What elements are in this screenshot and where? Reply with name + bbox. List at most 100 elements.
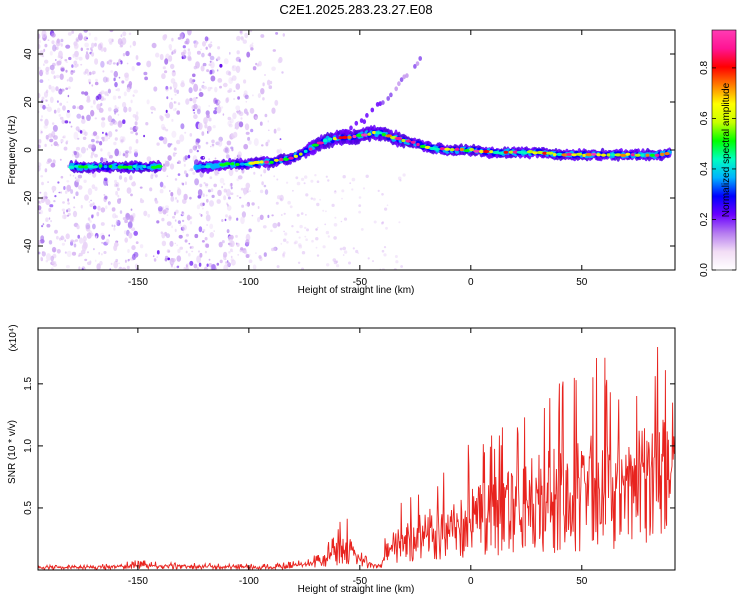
- noise-speck: [73, 131, 79, 140]
- ridge-peak: [508, 150, 513, 154]
- noise-speck: [276, 149, 280, 154]
- noise-speck: [134, 121, 138, 126]
- noise-speck: [210, 75, 216, 82]
- noise-speck: [113, 224, 116, 228]
- noise-speck: [229, 240, 235, 248]
- noise-speck: [243, 250, 247, 254]
- noise-speck: [298, 243, 302, 247]
- noise-speck: [185, 250, 188, 254]
- noise-speck: [45, 89, 49, 94]
- noise-speck: [167, 143, 171, 148]
- noise-speck: [205, 214, 211, 222]
- ridge-peak: [194, 164, 202, 168]
- noise-speck: [286, 181, 289, 184]
- y-tick-label: 1.0: [23, 439, 34, 453]
- noise-speck: [39, 50, 44, 57]
- noise-speck: [365, 174, 369, 178]
- noise-speck: [127, 258, 130, 262]
- noise-speck: [204, 123, 208, 129]
- noise-speck: [267, 139, 270, 143]
- noise-speck: [94, 58, 99, 65]
- ridge-peak: [405, 139, 411, 143]
- noise-speck: [239, 30, 243, 35]
- noise-speck: [197, 122, 203, 130]
- noise-speck: [74, 64, 78, 68]
- noise-speck: [105, 205, 108, 210]
- noise-speck: [229, 242, 233, 247]
- noise-speck: [306, 228, 309, 232]
- noise-speck: [234, 122, 240, 130]
- noise-speck: [47, 181, 49, 183]
- noise-speck: [55, 86, 59, 92]
- noise-speck: [196, 149, 199, 153]
- noise-speck: [255, 252, 257, 254]
- noise-speck: [60, 235, 65, 241]
- noise-speck: [73, 243, 77, 248]
- noise-speck: [174, 242, 177, 245]
- noise-speck: [301, 251, 306, 255]
- ridge-peak: [454, 147, 460, 151]
- noise-speck: [281, 71, 284, 74]
- noise-speck: [122, 101, 127, 108]
- ridge-peak: [416, 142, 420, 147]
- noise-speck: [53, 75, 56, 79]
- noise-speck: [241, 211, 246, 218]
- noise-speck: [228, 123, 233, 128]
- noise-speck: [170, 63, 175, 70]
- noise-speck: [64, 59, 68, 62]
- noise-speck: [236, 50, 240, 55]
- noise-speck: [201, 131, 205, 136]
- noise-speck: [156, 220, 160, 224]
- ridge-peak: [282, 157, 290, 161]
- noise-speck: [67, 110, 70, 113]
- noise-speck: [192, 79, 196, 83]
- noise-speck: [200, 48, 202, 51]
- noise-speck: [243, 79, 247, 84]
- ridge-peak: [200, 165, 207, 169]
- y-tick-label: -20: [23, 190, 34, 205]
- noise-speck: [91, 52, 95, 57]
- noise-speck: [132, 114, 137, 118]
- ridge-peak: [483, 149, 490, 154]
- noise-speck: [236, 110, 240, 113]
- noise-speck: [81, 118, 86, 124]
- noise-speck: [209, 200, 214, 207]
- ridge-peak: [103, 165, 108, 169]
- noise-speck: [125, 213, 131, 220]
- noise-speck: [124, 152, 129, 158]
- x-tick-label: -50: [353, 576, 368, 587]
- noise-speck: [229, 118, 234, 124]
- noise-speck: [41, 30, 47, 38]
- noise-speck: [195, 142, 199, 148]
- noise-speck: [198, 226, 203, 233]
- noise-speck: [259, 214, 264, 220]
- noise-speck: [90, 154, 93, 159]
- noise-speck: [291, 225, 294, 228]
- x-tick-label: -100: [239, 576, 259, 587]
- noise-speck: [77, 234, 80, 239]
- noise-speck: [69, 174, 72, 177]
- noise-speck: [160, 115, 164, 122]
- noise-speck: [93, 248, 95, 251]
- noise-speck: [113, 260, 119, 269]
- noise-speck: [63, 214, 67, 220]
- noise-speck: [130, 193, 133, 197]
- noise-speck: [115, 89, 118, 91]
- noise-speck: [174, 178, 178, 181]
- branch-speck: [378, 101, 383, 107]
- noise-speck: [58, 237, 62, 241]
- noise-speck: [189, 133, 193, 137]
- noise-speck: [221, 240, 225, 244]
- noise-speck: [192, 97, 197, 104]
- noise-speck: [124, 72, 129, 78]
- noise-speck: [172, 152, 176, 157]
- noise-speck: [102, 137, 105, 142]
- noise-speck: [199, 183, 203, 188]
- noise-speck: [205, 141, 209, 145]
- noise-speck: [81, 129, 86, 136]
- noise-speck: [102, 131, 104, 134]
- noise-speck: [174, 219, 177, 222]
- noise-speck: [146, 60, 152, 68]
- noise-speck: [73, 41, 78, 47]
- noise-speck: [62, 105, 66, 111]
